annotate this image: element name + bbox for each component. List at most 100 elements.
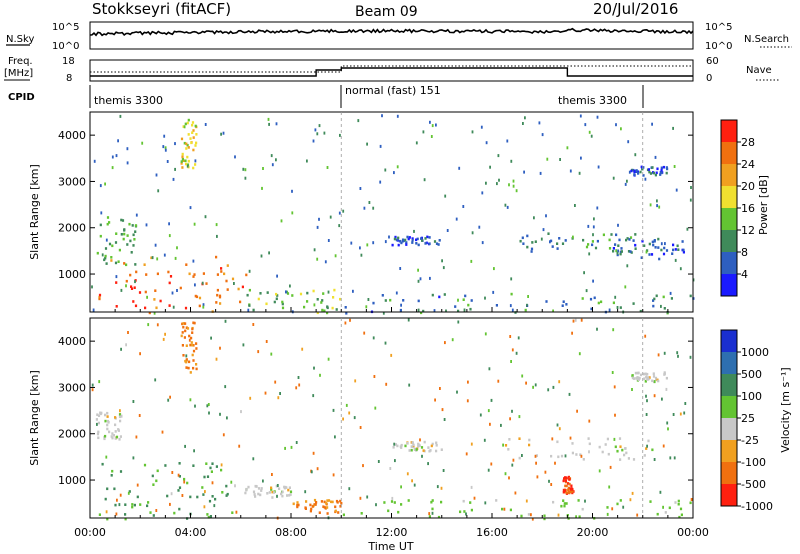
- scatter-cell: [428, 242, 431, 245]
- cpid-segment-2: normal (fast) 151: [345, 84, 441, 97]
- scatter-cell: [407, 318, 410, 322]
- power-panel: 1000 2000 3000 4000 Slant Range [km]: [28, 111, 695, 315]
- scatter-cell: [153, 298, 156, 301]
- scatter-cell: [97, 436, 100, 440]
- scatter-cell: [216, 293, 219, 297]
- scatter-cell: [672, 413, 675, 416]
- scatter-cell: [509, 417, 511, 421]
- scatter-cell: [360, 253, 363, 257]
- scatter-cell: [125, 279, 128, 283]
- scatter-cell: [104, 413, 107, 417]
- scatter-cell: [682, 250, 685, 254]
- scatter-cell: [616, 251, 619, 255]
- scatter-cell: [184, 122, 187, 126]
- scatter-cell: [222, 433, 225, 437]
- cpid-segment-1: themis 3300: [94, 94, 163, 107]
- scatter-cell: [155, 173, 158, 177]
- scatter-cell: [240, 410, 242, 414]
- scatter-cell: [221, 491, 224, 494]
- freq-unit: [MHz]: [4, 68, 33, 79]
- scatter-cell: [185, 366, 188, 369]
- scatter-cell: [276, 494, 278, 498]
- scatter-cell: [153, 311, 156, 315]
- scatter-cell: [245, 487, 248, 491]
- scatter-cell: [115, 435, 119, 439]
- scatter-cell: [619, 445, 622, 448]
- scatter-cell: [122, 237, 125, 241]
- scatter-cell: [431, 293, 434, 297]
- scatter-cell: [119, 419, 122, 423]
- scatter-cell: [318, 124, 321, 128]
- scatter-cell: [130, 285, 133, 288]
- scatter-cell: [542, 228, 545, 232]
- scatter-cell: [552, 500, 555, 504]
- scatter-cell: [145, 223, 148, 227]
- scatter-cell: [629, 498, 632, 502]
- scatter-cell: [345, 403, 348, 407]
- scatter-cell: [121, 219, 125, 222]
- scatter-cell: [617, 244, 620, 247]
- scatter-cell: [321, 308, 324, 312]
- scatter-cell: [348, 411, 351, 415]
- scatter-cell: [510, 159, 513, 163]
- scatter-cell: [441, 259, 443, 263]
- scatter-cell: [124, 513, 127, 516]
- scatter-cell: [127, 491, 130, 495]
- scatter-cell: [544, 470, 547, 474]
- scatter-cell: [624, 182, 627, 186]
- scatter-cell: [186, 164, 189, 168]
- scatter-cell: [326, 512, 329, 515]
- scatter-cell: [645, 447, 648, 450]
- scatter-cell: [630, 169, 633, 173]
- scatter-cell: [546, 157, 549, 161]
- scatter-cell: [469, 501, 472, 504]
- scatter-cell: [189, 206, 192, 210]
- scatter-cell: [618, 437, 622, 440]
- scatter-cell: [119, 409, 121, 413]
- scatter-cell: [192, 359, 195, 362]
- scatter-cell: [171, 471, 174, 474]
- scatter-cell: [296, 503, 299, 507]
- scatter-cell: [674, 258, 677, 262]
- scatter-cell: [510, 360, 512, 363]
- scatter-cell: [566, 146, 569, 150]
- scatter-cell: [180, 162, 183, 165]
- x-tick-label: 04:00: [175, 526, 207, 539]
- scatter-cell: [470, 485, 473, 489]
- scatter-cell: [454, 305, 457, 308]
- scatter-cell: [184, 159, 187, 163]
- scatter-cell: [113, 487, 116, 491]
- scatter-cell: [612, 301, 615, 305]
- scatter-cell: [593, 217, 595, 221]
- scatter-cell: [404, 444, 407, 448]
- scatter-cell: [336, 501, 339, 504]
- scatter-cell: [326, 499, 329, 502]
- scatter-cell: [99, 411, 102, 415]
- scatter-cell: [581, 507, 584, 511]
- scatter-cell: [653, 380, 656, 384]
- scatter-cell: [120, 218, 123, 222]
- scatter-cell: [332, 473, 335, 477]
- scatter-cell: [393, 442, 396, 446]
- scatter-cell: [182, 322, 185, 325]
- scatter-cell: [631, 376, 634, 380]
- scatter-cell: [372, 206, 375, 210]
- scatter-cell: [180, 137, 184, 141]
- scatter-cell: [648, 253, 651, 256]
- scatter-cell: [455, 217, 458, 221]
- scatter-cell: [616, 253, 619, 257]
- scatter-cell: [673, 456, 676, 460]
- scatter-cell: [411, 441, 414, 444]
- scatter-cell: [273, 300, 276, 304]
- scatter-cell: [646, 399, 648, 403]
- scatter-cell: [627, 140, 630, 144]
- scatter-cell: [439, 387, 441, 390]
- scatter-cell: [310, 507, 313, 511]
- scatter-cell: [506, 205, 509, 209]
- scatter-cell: [211, 481, 214, 485]
- scatter-cell: [445, 309, 447, 313]
- scatter-cell: [281, 306, 285, 310]
- scatter-cell: [185, 263, 188, 266]
- scatter-cell: [629, 250, 632, 253]
- scatter-cell: [372, 336, 375, 340]
